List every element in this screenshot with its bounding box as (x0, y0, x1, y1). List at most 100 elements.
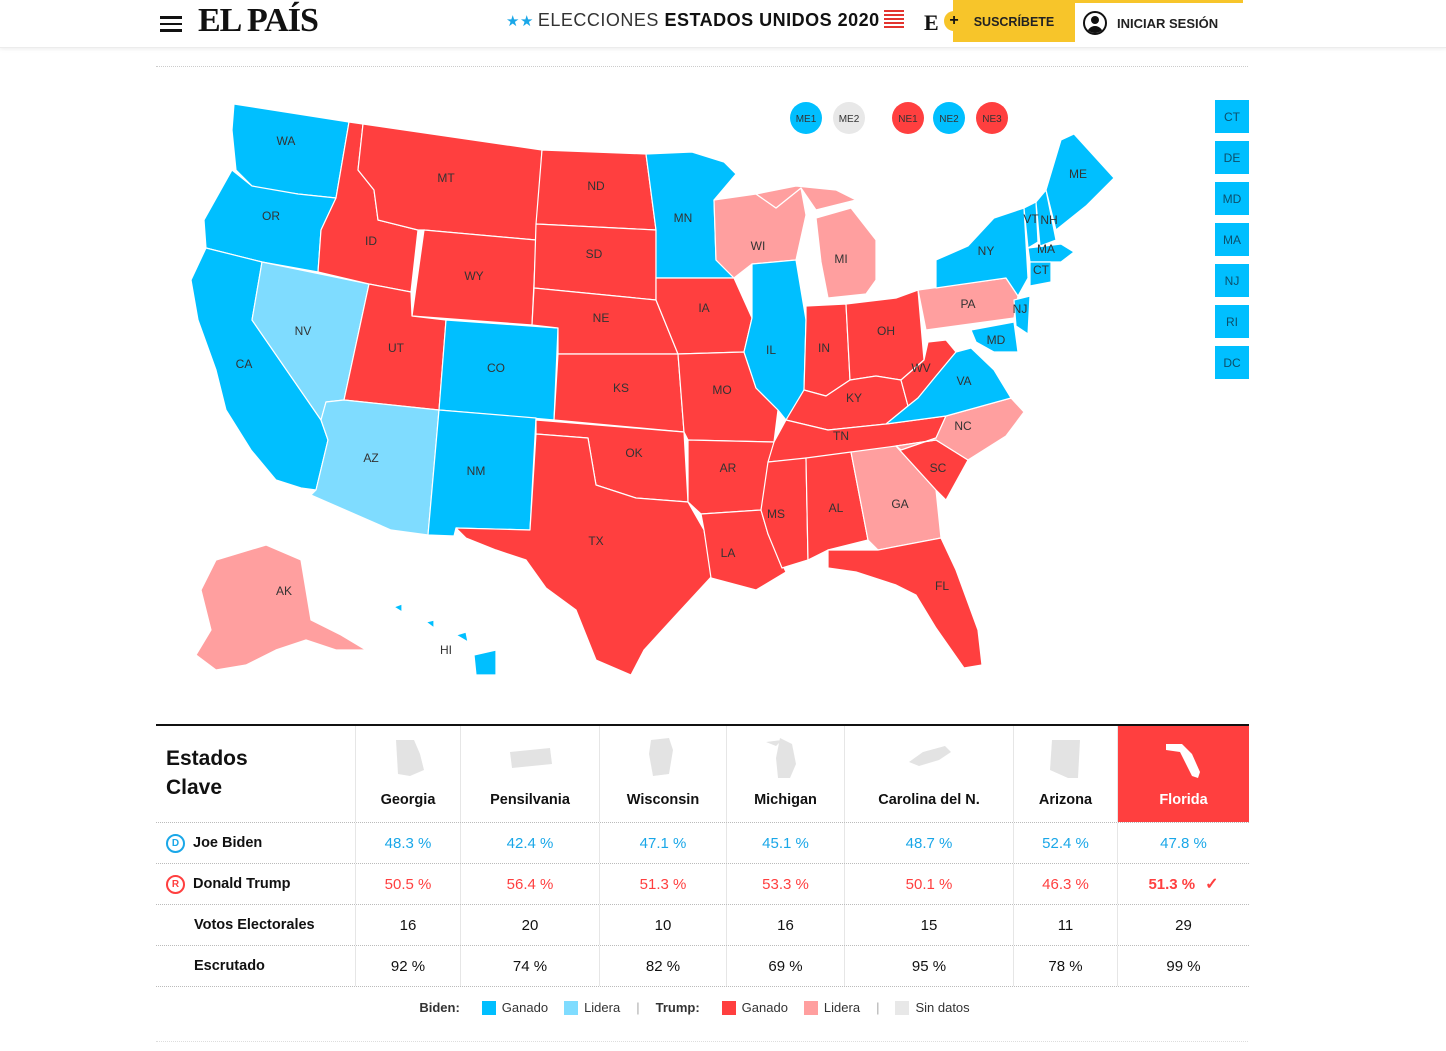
state-md[interactable] (970, 321, 1019, 353)
state-name-arizona: Arizona (1038, 792, 1093, 808)
electoral-votes-wisconsin: 10 (600, 905, 727, 945)
state-column-wisconsin[interactable]: Wisconsin (600, 726, 727, 822)
login-button[interactable]: INICIAR SESIÓN (1083, 10, 1218, 36)
legend-trump-leads: Lidera (803, 1000, 860, 1015)
state-fl[interactable] (827, 537, 983, 669)
small-state-de[interactable]: DE (1215, 141, 1249, 174)
election-title[interactable]: ★★ ELECCIONES ESTADOS UNIDOS 2020 (506, 10, 904, 31)
state-sd[interactable] (533, 223, 657, 301)
state-label-oh: OH (877, 324, 895, 338)
row-label-biden: D Joe Biden (156, 823, 356, 863)
trump-pct-wisconsin: 51.3 % (600, 864, 727, 904)
biden-pct-michigan: 45.1 % (727, 823, 845, 863)
menu-icon[interactable] (160, 12, 182, 32)
state-shape-florida (1165, 744, 1200, 778)
state-label-wy: WY (464, 269, 483, 283)
trump-pct-arizona: 46.3 % (1014, 864, 1118, 904)
small-state-ct[interactable]: CT (1215, 100, 1249, 133)
state-label-sd: SD (586, 247, 603, 261)
state-label-wi: WI (751, 239, 766, 253)
state-label-id: ID (365, 234, 377, 248)
district-circle-ne1[interactable] (892, 102, 924, 134)
state-ny[interactable] (935, 207, 1029, 297)
biden-pct-florida: 47.8 % (1160, 834, 1207, 852)
district-label-ne1: NE1 (898, 114, 918, 125)
state-label-ny: NY (978, 244, 995, 258)
state-name-wisconsin: Wisconsin (626, 792, 700, 808)
state-nj[interactable] (1013, 295, 1031, 335)
state-label-nh: NH (1040, 213, 1057, 227)
state-az[interactable] (310, 399, 440, 536)
state-shape-wisconsin (649, 738, 673, 776)
map-legend: Biden: Ganado Lidera | Trump: Ganado Lid… (156, 1000, 1249, 1015)
trump-pct-georgia: 50.5 % (356, 864, 461, 904)
state-ak[interactable] (195, 544, 367, 671)
state-ct[interactable] (1029, 261, 1052, 287)
state-shape-georgia (396, 740, 424, 776)
state-label-hi: HI (440, 643, 452, 657)
trump-pct-pensilvania: 56.4 % (461, 864, 600, 904)
state-hi[interactable] (393, 603, 497, 676)
e-badge[interactable]: E (924, 10, 939, 35)
small-state-nj[interactable]: NJ (1215, 264, 1249, 297)
counted-pct-georgia: 92 % (356, 946, 461, 986)
district-label-ne2: NE2 (939, 114, 959, 125)
state-ma[interactable] (1027, 243, 1075, 263)
state-va[interactable] (885, 347, 1012, 425)
title-line-2: Clave (166, 776, 223, 799)
state-label-fl: FL (935, 579, 949, 593)
state-nc[interactable] (895, 397, 1025, 461)
state-mi[interactable] (755, 185, 877, 299)
district-circle-ne3[interactable] (976, 102, 1008, 134)
electoral-votes-arizona: 11 (1014, 905, 1118, 945)
electoral-votes-carolina-del-n-: 15 (845, 905, 1014, 945)
electoral-votes-georgia: 16 (356, 905, 461, 945)
state-il[interactable] (743, 259, 807, 421)
table-title: Estados Clave (156, 726, 356, 822)
state-column-georgia[interactable]: Georgia (356, 726, 461, 822)
state-column-florida[interactable]: Florida (1118, 726, 1249, 822)
state-shape-carolina-del-n- (909, 746, 951, 766)
small-state-md[interactable]: MD (1215, 182, 1249, 215)
state-tx[interactable] (455, 433, 713, 676)
title-light: ELECCIONES (537, 10, 659, 30)
state-label-ca: CA (236, 357, 253, 371)
district-circle-me1[interactable] (790, 102, 822, 134)
e-plus-icon[interactable]: + (944, 11, 964, 31)
state-shape-michigan (765, 738, 796, 778)
small-state-dc[interactable]: DC (1215, 346, 1249, 379)
state-al[interactable] (805, 451, 869, 561)
counted-pct-wisconsin: 82 % (600, 946, 727, 986)
biden-pct-georgia: 48.3 % (356, 823, 461, 863)
democrat-icon: D (166, 833, 185, 853)
state-name-florida: Florida (1159, 792, 1208, 808)
small-state-ma[interactable]: MA (1215, 223, 1249, 256)
district-circle-ne2[interactable] (933, 102, 965, 134)
site-logo[interactable]: EL PAÍS (198, 2, 319, 39)
state-label-il: IL (766, 343, 776, 357)
state-label-mo: MO (712, 383, 731, 397)
state-me[interactable] (1045, 133, 1115, 231)
electoral-votes-pensilvania: 20 (461, 905, 600, 945)
district-label-ne3: NE3 (982, 114, 1002, 125)
state-label-tn: TN (833, 429, 849, 443)
legend-biden-won: Ganado (481, 1000, 548, 1015)
state-label-or: OR (262, 209, 280, 223)
district-circle-me2[interactable] (833, 102, 865, 134)
state-column-carolina-del-n-[interactable]: Carolina del N. (845, 726, 1014, 822)
state-vt[interactable] (1023, 201, 1039, 249)
state-nh[interactable] (1035, 189, 1057, 247)
state-label-ma: MA (1037, 242, 1055, 256)
state-column-arizona[interactable]: Arizona (1014, 726, 1118, 822)
state-column-michigan[interactable]: Michigan (727, 726, 845, 822)
small-state-ri[interactable]: RI (1215, 305, 1249, 338)
state-ar[interactable] (687, 439, 775, 515)
state-label-wa: WA (277, 134, 296, 148)
state-column-pensilvania[interactable]: Pensilvania (461, 726, 600, 822)
state-shape-pensilvania (510, 748, 552, 768)
stars-icon: ★★ (506, 13, 534, 30)
legend-no-data-label: Sin datos (915, 1000, 970, 1015)
trump-name: Donald Trump (193, 876, 291, 892)
subscribe-button[interactable]: SUSCRÍBETE (953, 0, 1075, 42)
us-election-map: WA OR CA NV ID MT WY UT AZ CO NM ND SD NE KS OK TX MN IA MO… (190, 102, 1115, 676)
